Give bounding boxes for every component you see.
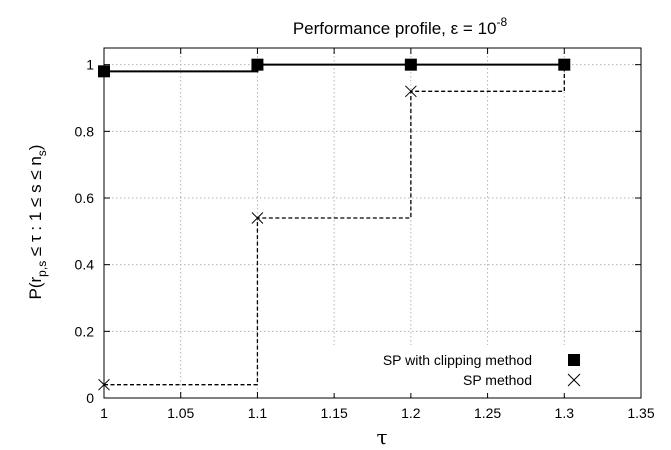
axis-ticks: 1 1.05 1.1 1.15 1.2 1.25 1.3 1.35 0 0.2 0.4 0.6 0.8 1	[75, 48, 655, 421]
legend-backdrop	[320, 345, 620, 393]
y-tick-label: 0.6	[75, 190, 95, 206]
sp-with-clipping-point	[251, 58, 264, 71]
y-tick-label: 0.2	[75, 323, 95, 339]
y-tick-label: 0.8	[75, 123, 95, 139]
y-axis-label-subscript-2: s	[35, 150, 49, 156]
y-axis-label-middle: ≤ τ : 1 ≤ s ≤ n	[26, 156, 45, 261]
sp-method-point	[251, 212, 264, 224]
x-tick-label: 1.3	[555, 405, 575, 421]
x-tick-label: 1.1	[248, 405, 268, 421]
x-tick-label: 1.15	[321, 405, 348, 421]
sp-with-clipping-point	[404, 58, 417, 71]
x-tick-label: 1.35	[627, 405, 654, 421]
sp-method-point	[558, 58, 571, 71]
sp-method-line	[104, 64, 565, 386]
y-axis-label-subscript-1: p,s	[35, 261, 49, 277]
y-tick-label: 0.4	[75, 257, 95, 273]
y-axis-label-start: P(r	[26, 276, 45, 299]
y-tick-label: 0	[86, 390, 94, 406]
y-axis-label-end: )	[26, 145, 45, 151]
x-axis-label: τ	[376, 425, 387, 449]
sp-method-point	[405, 85, 417, 98]
x-tick-label: 1.05	[167, 405, 194, 421]
x-tick-label: 1.25	[474, 405, 501, 421]
x-tick-label: 1	[100, 405, 108, 421]
series-layer	[98, 58, 571, 391]
legend: SP with clipping method SP method	[320, 345, 620, 393]
chart-title: Performance profile, ε = 10-8	[293, 15, 508, 38]
legend-square-marker	[568, 354, 580, 366]
x-tick-label: 1.2	[401, 405, 421, 421]
legend-label-sp-method: SP method	[463, 372, 532, 388]
legend-cross-marker	[567, 373, 581, 387]
chart-title-main: Performance profile, ε = 10	[293, 19, 497, 38]
legend-label-sp-with-clipping: SP with clipping method	[383, 352, 532, 368]
y-axis-label: P(rp,s ≤ τ : 1 ≤ s ≤ ns)	[26, 145, 49, 300]
plot-frame	[103, 47, 642, 399]
chart-title-superscript: -8	[496, 15, 507, 29]
y-tick-label: 1	[86, 57, 94, 73]
